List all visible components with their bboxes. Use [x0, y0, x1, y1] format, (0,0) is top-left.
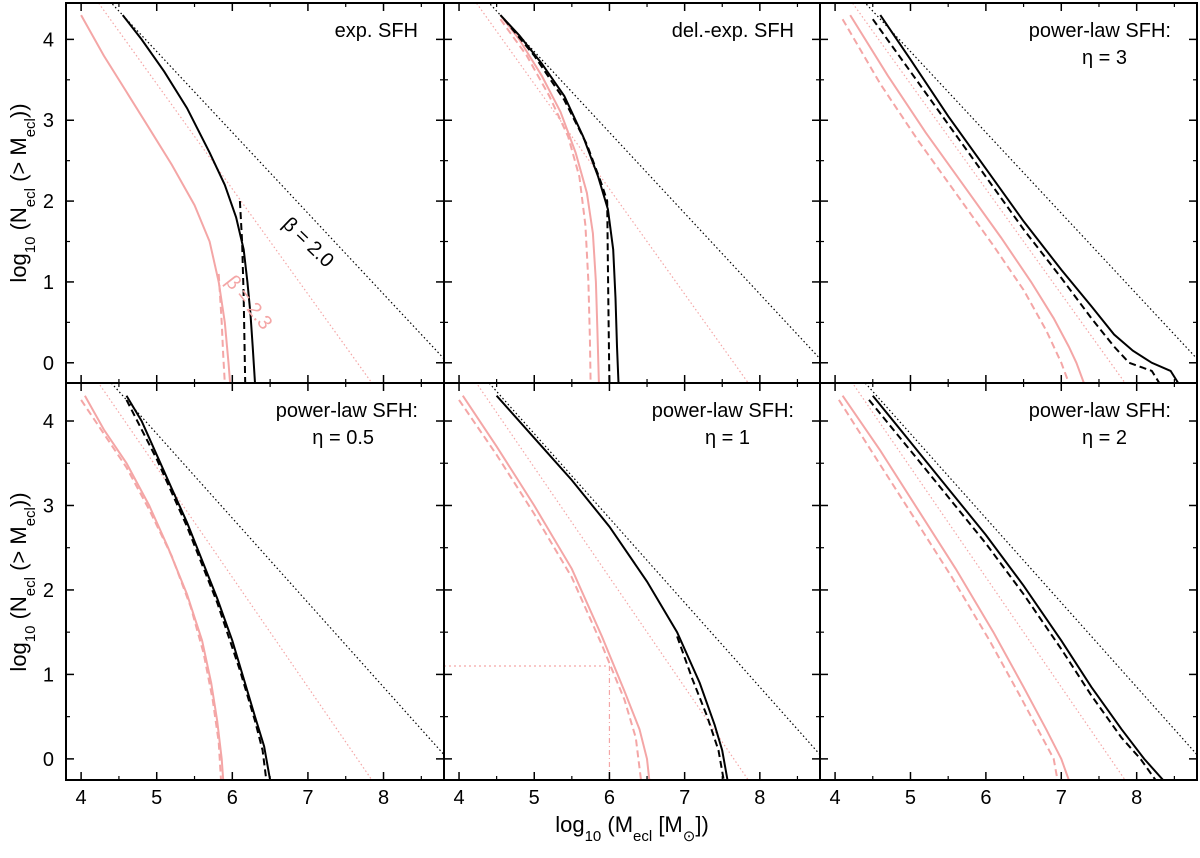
series-pink-dashed	[80, 399, 222, 780]
panel-label: power-law SFH:	[276, 400, 418, 422]
series-black-solid	[872, 395, 1164, 780]
x-tick-label: 6	[980, 787, 991, 809]
panel-4: 0 1 2 3 4 4 5 6 7 8 power-law SFH: η = 0.5	[43, 382, 445, 809]
series-pink-dashed	[499, 18, 592, 383]
series-pink-solid	[841, 395, 1070, 780]
plot-area	[80, 3, 444, 383]
y-tick-label: 2	[43, 580, 54, 602]
y-tick-label: 2	[43, 191, 54, 213]
series-pink-dashed	[458, 399, 642, 780]
panel-label: η = 2	[1082, 427, 1127, 449]
reference-line-beta-2-3	[851, 383, 1126, 780]
x-tick-label: 4	[453, 787, 464, 809]
panel-3: power-law SFH: η = 3	[819, 2, 1198, 384]
series-black-dashed	[125, 399, 268, 780]
y-tick-label: 0	[43, 749, 54, 771]
panel-frame	[443, 2, 821, 384]
plot-area	[80, 383, 444, 780]
x-tick-label: 7	[679, 787, 690, 809]
x-tick-label: 6	[604, 787, 615, 809]
panel-label: del.-exp. SFH	[672, 20, 794, 42]
series-pink-solid	[849, 14, 1085, 383]
panel-6: 4 5 6 7 8 power-law SFH: η = 2	[819, 382, 1198, 809]
y-tick-label: 4	[43, 29, 54, 51]
series-black-solid	[121, 14, 256, 383]
x-tick-label: 5	[529, 787, 540, 809]
series-black-solid	[125, 395, 272, 780]
x-tick-label: 8	[378, 787, 389, 809]
panel-frame	[443, 382, 821, 781]
series-black-dashed	[503, 18, 611, 383]
panel-label: exp. SFH	[335, 20, 418, 42]
plot-area	[444, 383, 820, 780]
series-black-solid	[495, 395, 729, 780]
plot-area	[838, 383, 1197, 780]
x-tick-label: 7	[1056, 787, 1067, 809]
reference-line-beta-2-0	[864, 3, 1197, 360]
series-black-dashed	[868, 399, 1157, 780]
reference-line-beta-2-0	[110, 383, 444, 756]
panel-frame	[819, 382, 1198, 781]
y-tick-label: 0	[43, 353, 54, 375]
x-tick-label: 6	[227, 787, 238, 809]
panel-5: 4 5 6 7 8 power-law SFH: η = 1	[443, 382, 821, 809]
panel-2: del.-exp. SFH	[443, 2, 821, 384]
panel-label: power-law SFH:	[1029, 20, 1171, 42]
reference-line-beta-2-0	[488, 383, 820, 756]
x-tick-label: 7	[302, 787, 313, 809]
series-pink-solid	[80, 14, 232, 383]
series-black-solid	[879, 14, 1180, 383]
panel-label: η = 1	[705, 427, 750, 449]
beta-2-0-label: β = 2.0	[278, 213, 338, 272]
x-tick-label: 5	[905, 787, 916, 809]
plot-area	[475, 3, 820, 383]
x-tick-label: 5	[151, 787, 162, 809]
series-pink-dashed	[841, 18, 1070, 383]
y-axis-title-top: log10 (Necl (> Mecl))	[6, 103, 39, 282]
panel-label: η = 0.5	[312, 427, 374, 449]
panel-label: η = 3	[1082, 47, 1127, 69]
series-black-dashed	[871, 18, 1161, 383]
reference-line-beta-2-3	[97, 383, 373, 780]
panel-label: power-law SFH:	[652, 400, 794, 422]
reference-line-beta-2-0	[864, 383, 1197, 756]
series-black-dashed	[238, 201, 247, 383]
series-pink-dashed	[838, 399, 1059, 780]
x-tick-label: 8	[754, 787, 765, 809]
y-axis-title-bottom: log10 (Necl (> Mecl))	[6, 492, 39, 671]
panel-label: power-law SFH:	[1029, 400, 1171, 422]
plot-area	[841, 3, 1197, 383]
y-tick-label: 3	[43, 495, 54, 517]
reference-line-beta-2-3	[475, 383, 749, 780]
panel-frame	[819, 2, 1198, 384]
series-pink-solid	[84, 395, 225, 780]
beta-2-3-label: β = 2.3	[221, 271, 277, 333]
y-tick-label: 4	[43, 411, 54, 433]
y-tick-label: 1	[43, 272, 54, 294]
series-pink-solid	[461, 395, 651, 780]
x-tick-label: 4	[76, 787, 87, 809]
series-pink-solid	[499, 14, 600, 383]
y-tick-label: 1	[43, 664, 54, 686]
x-tick-label: 8	[1131, 787, 1142, 809]
series-black-solid	[499, 14, 620, 383]
x-tick-label: 4	[830, 787, 841, 809]
series-black-dashed	[676, 636, 725, 780]
y-tick-label: 3	[43, 110, 54, 132]
x-axis-title: log10 (Mecl [M⊙])	[555, 812, 709, 845]
reference-line-beta-2-0	[488, 3, 820, 360]
